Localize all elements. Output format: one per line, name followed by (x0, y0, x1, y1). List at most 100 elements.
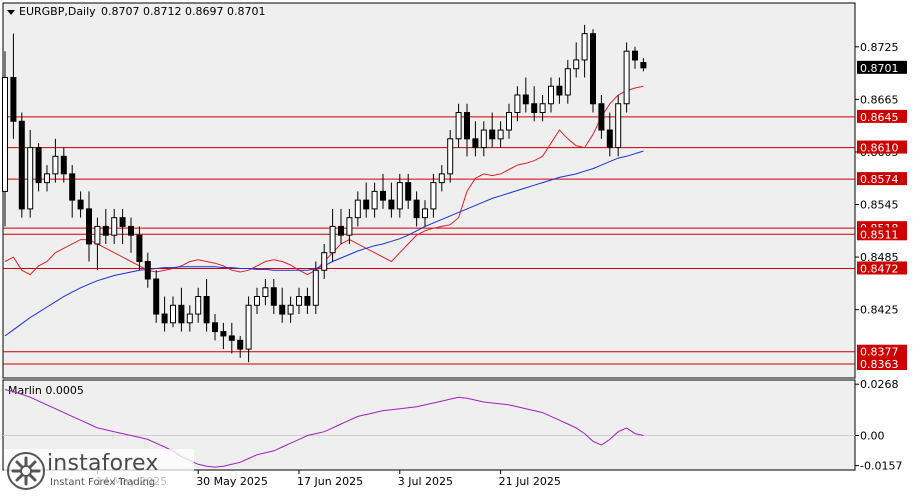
bear-candle-body (632, 50, 638, 61)
bull-candle-body (506, 112, 512, 131)
candle (329, 208, 336, 262)
candle (312, 261, 319, 315)
candle (556, 77, 563, 104)
level-tag (857, 356, 907, 370)
bull-candle-body (548, 85, 554, 105)
candle (522, 77, 529, 113)
bull-candle-body (329, 225, 336, 254)
instaforex-logo-icon (7, 452, 45, 490)
level-tag (857, 227, 907, 241)
candle (186, 305, 193, 332)
candle (144, 252, 151, 288)
bull-candle-body (111, 217, 118, 236)
bull-candle-body (480, 129, 487, 149)
candle (69, 165, 76, 218)
bear-candle-body (35, 147, 42, 184)
bear-candle-body (136, 234, 143, 262)
ohlc-label: 0.8707 0.8712 0.8697 0.8701 (101, 5, 265, 18)
bull-candle-body (581, 33, 588, 61)
candle (464, 103, 470, 157)
bear-candle-body (279, 304, 286, 315)
bull-candle-body (94, 225, 101, 245)
candle (321, 243, 328, 279)
candle (640, 58, 647, 72)
bull-candle-body (52, 155, 59, 175)
bear-candle-body (522, 94, 529, 105)
bear-candle-body (144, 260, 151, 280)
bear-candle-body (606, 129, 613, 149)
candle (422, 200, 428, 227)
level-tag (857, 172, 907, 186)
bull-candle-body (615, 103, 622, 149)
candle (279, 287, 286, 323)
bear-candle-body (18, 120, 25, 210)
candle (170, 296, 176, 328)
candle (195, 287, 202, 323)
bull-candle-body (170, 304, 176, 324)
bear-candle-body (102, 225, 109, 236)
candle (598, 94, 605, 139)
level-tag-label: 0.8574 (860, 173, 899, 186)
candle (44, 165, 50, 192)
candles (2, 24, 647, 363)
time-tick-label: 30 May 2025 (196, 475, 268, 488)
bear-candle-body (178, 304, 185, 324)
candle (203, 278, 210, 332)
candle (606, 112, 613, 157)
oscillator-title: Marlin 0.0005 (8, 384, 84, 397)
candle (497, 121, 504, 148)
bull-candle-body (321, 252, 328, 271)
candle (35, 143, 42, 192)
candle (27, 130, 34, 218)
candle (338, 208, 344, 244)
level-tag (857, 344, 907, 358)
bear-candle-body (237, 339, 244, 350)
bear-candle-body (10, 76, 17, 122)
bull-candle-body (455, 112, 462, 140)
candle (354, 191, 361, 227)
bull-candle-body (354, 199, 361, 219)
candle (245, 296, 252, 363)
oscillator-tick-label: 0.00 (860, 430, 885, 443)
bear-candle-body (598, 103, 605, 131)
bear-candle-body (119, 217, 126, 227)
candle (86, 191, 92, 262)
bear-candle-body (270, 287, 277, 306)
dropdown-triangle-icon[interactable] (7, 10, 15, 15)
candle (581, 24, 588, 78)
bull-candle-body (447, 138, 454, 175)
bear-candle-body (212, 322, 218, 333)
candle (438, 165, 445, 192)
bull-candle-body (514, 94, 521, 114)
bear-candle-body (363, 199, 370, 210)
instaforex-watermark: instaforex Instant Forex Trading (4, 449, 194, 493)
candle (514, 86, 521, 122)
level-tag-label: 0.8363 (860, 358, 899, 371)
bear-candle-body (304, 296, 311, 306)
bull-candle-body (27, 147, 34, 210)
price-axis: 0.87250.86650.86050.85450.84850.84250.86… (855, 41, 907, 371)
time-tick-label: 3 Jul 2025 (398, 475, 453, 488)
bull-candle-body (430, 182, 437, 210)
bear-candle-body (640, 62, 647, 69)
price-tick-label: 0.8665 (860, 93, 899, 106)
bull-candle-body (346, 217, 353, 236)
bull-candle-body (195, 296, 202, 315)
candle (52, 138, 59, 183)
level-tag (857, 261, 907, 275)
candle (102, 208, 109, 244)
candle (228, 322, 235, 354)
level-tag-label: 0.8645 (860, 111, 899, 124)
bull-candle-body (44, 173, 50, 184)
watermark-tagline: Instant Forex Trading (50, 477, 156, 488)
candle (60, 147, 67, 183)
bull-candle-body (438, 173, 445, 184)
candle (472, 121, 479, 157)
candle (10, 33, 17, 139)
bear-candle-body (220, 331, 227, 337)
candle (111, 208, 118, 244)
last-price-tag (857, 60, 907, 74)
candle (531, 86, 538, 122)
candle (346, 208, 353, 244)
